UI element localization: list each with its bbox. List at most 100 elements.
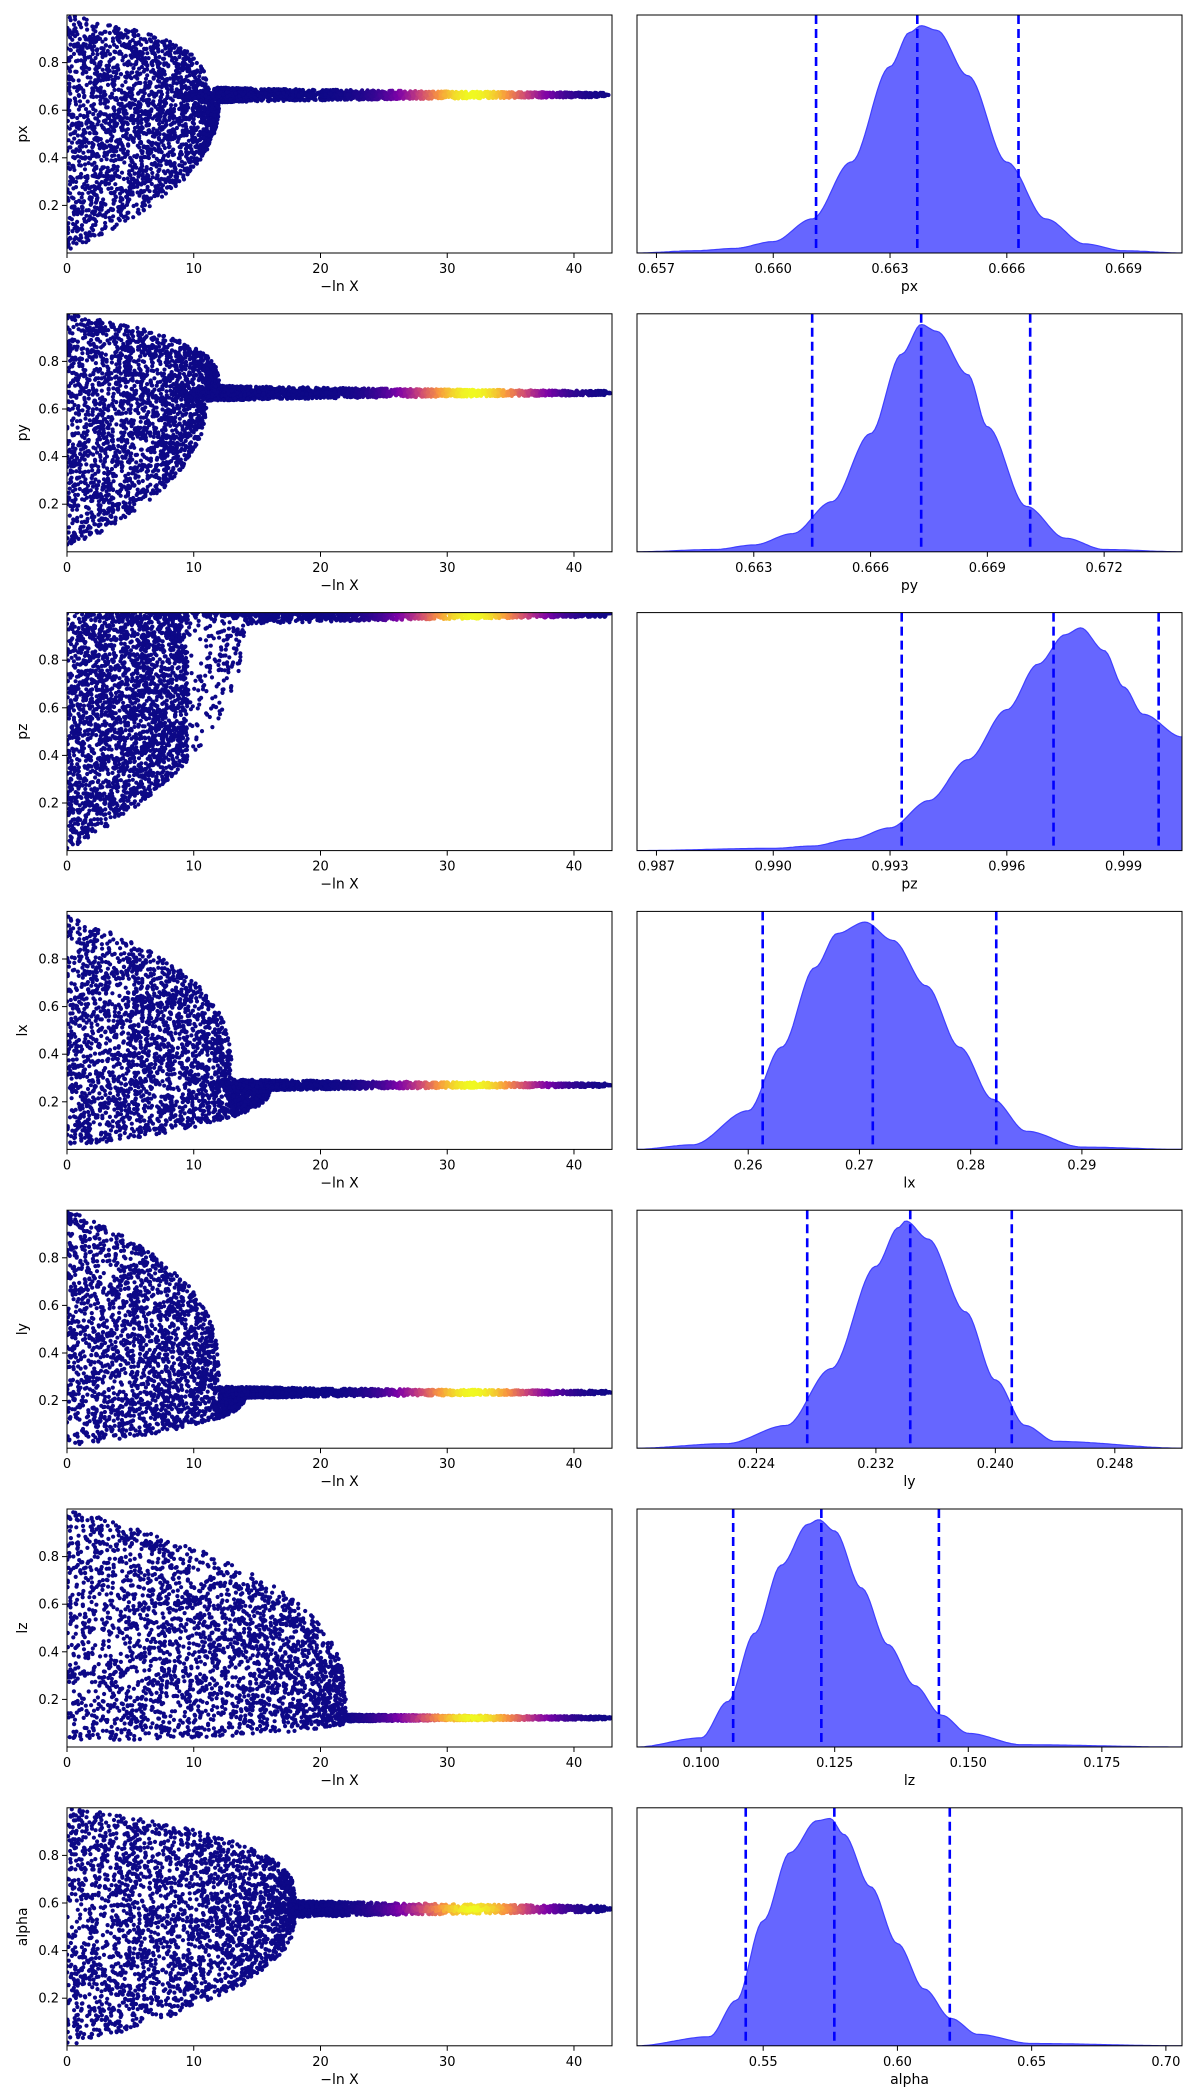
trace-point: [105, 139, 110, 144]
trace-point: [215, 109, 220, 114]
trace-point: [116, 153, 121, 159]
trace-point: [158, 98, 163, 103]
trace-point: [290, 92, 295, 98]
x-tick-label: 0: [63, 262, 71, 277]
trace-point: [173, 103, 178, 108]
trace-point: [101, 125, 106, 130]
trace-point: [180, 128, 185, 133]
trace-point: [146, 32, 151, 37]
trace-point: [169, 46, 174, 51]
trace-point: [241, 92, 246, 97]
trace-point: [121, 134, 126, 139]
trace-point: [115, 174, 120, 179]
trace-point: [135, 153, 140, 158]
trace-point: [93, 116, 98, 121]
trace-point: [86, 208, 91, 213]
trace-point: [281, 98, 286, 103]
trace-point: [497, 92, 502, 97]
trace-point: [69, 75, 74, 80]
trace-point: [82, 43, 87, 48]
trace-point: [146, 146, 151, 151]
trace-point: [156, 78, 161, 83]
trace-point: [192, 159, 197, 164]
trace-point: [117, 204, 122, 210]
trace-point: [194, 156, 199, 161]
x-axis-label: px: [901, 279, 918, 295]
trace-point: [102, 150, 107, 155]
trace-point: [97, 211, 102, 216]
trace-point: [152, 134, 157, 139]
trace-point: [389, 93, 395, 99]
trace-point: [107, 174, 112, 179]
trace-point: [149, 107, 154, 112]
trace-point: [75, 32, 80, 37]
trace-point: [87, 230, 92, 235]
trace-point: [122, 111, 127, 117]
trace-point: [103, 182, 108, 187]
trace-point: [108, 148, 113, 154]
trace-point: [106, 23, 111, 28]
trace-point: [191, 109, 196, 114]
trace-point: [89, 198, 94, 203]
trace-point: [111, 70, 116, 75]
trace-point: [72, 136, 77, 141]
trace-point: [316, 91, 321, 96]
trace-point: [94, 198, 99, 203]
trace-point: [118, 96, 124, 101]
trace-point: [326, 97, 331, 102]
trace-point: [105, 165, 110, 170]
trace-point: [124, 120, 129, 125]
trace-point: [100, 74, 105, 79]
trace-point: [182, 106, 188, 111]
trace-point: [74, 125, 79, 130]
trace-point: [220, 86, 225, 91]
trace-point: [150, 50, 156, 55]
trace-point: [150, 175, 155, 180]
trace-point: [104, 157, 109, 162]
trace-point: [148, 80, 153, 85]
trace-point: [152, 70, 157, 75]
trace-point: [80, 184, 85, 190]
trace-point: [172, 134, 177, 139]
trace-point: [126, 471, 131, 476]
trace-point: [173, 183, 178, 188]
trace-point: [180, 109, 185, 114]
trace-point: [150, 170, 155, 176]
trace-point: [67, 65, 70, 70]
trace-point: [311, 91, 316, 96]
trace-point: [105, 48, 110, 54]
trace-point: [186, 78, 191, 84]
trace-point: [190, 61, 195, 66]
trace-point: [78, 113, 83, 118]
trace-point: [293, 87, 298, 92]
trace-point: [79, 58, 84, 63]
trace-point: [208, 91, 214, 96]
trace-point: [205, 110, 210, 115]
trace-point: [591, 93, 596, 98]
trace-point: [573, 92, 578, 97]
trace-point: [177, 106, 183, 111]
trace-point: [123, 53, 128, 59]
trace-point: [128, 155, 133, 160]
trace-point: [554, 93, 560, 98]
trace-point: [258, 94, 263, 99]
trace-point: [100, 67, 105, 72]
trace-point: [190, 120, 195, 125]
trace-point: [111, 214, 116, 219]
trace-point: [87, 131, 92, 136]
trace-point: [248, 86, 253, 91]
trace-point: [75, 133, 80, 138]
trace-point: [77, 209, 82, 214]
trace-point: [98, 85, 103, 90]
trace-point: [141, 37, 146, 42]
y-tick-label: 0.8: [38, 56, 59, 71]
trace-point: [195, 79, 200, 84]
trace-point: [211, 129, 216, 134]
trace-point: [111, 65, 116, 70]
trace-point: [72, 226, 77, 231]
trace-point: [141, 69, 146, 74]
trace-point: [112, 78, 117, 83]
trace-point: [167, 39, 173, 45]
trace-point: [181, 175, 186, 180]
trace-point: [118, 199, 123, 204]
